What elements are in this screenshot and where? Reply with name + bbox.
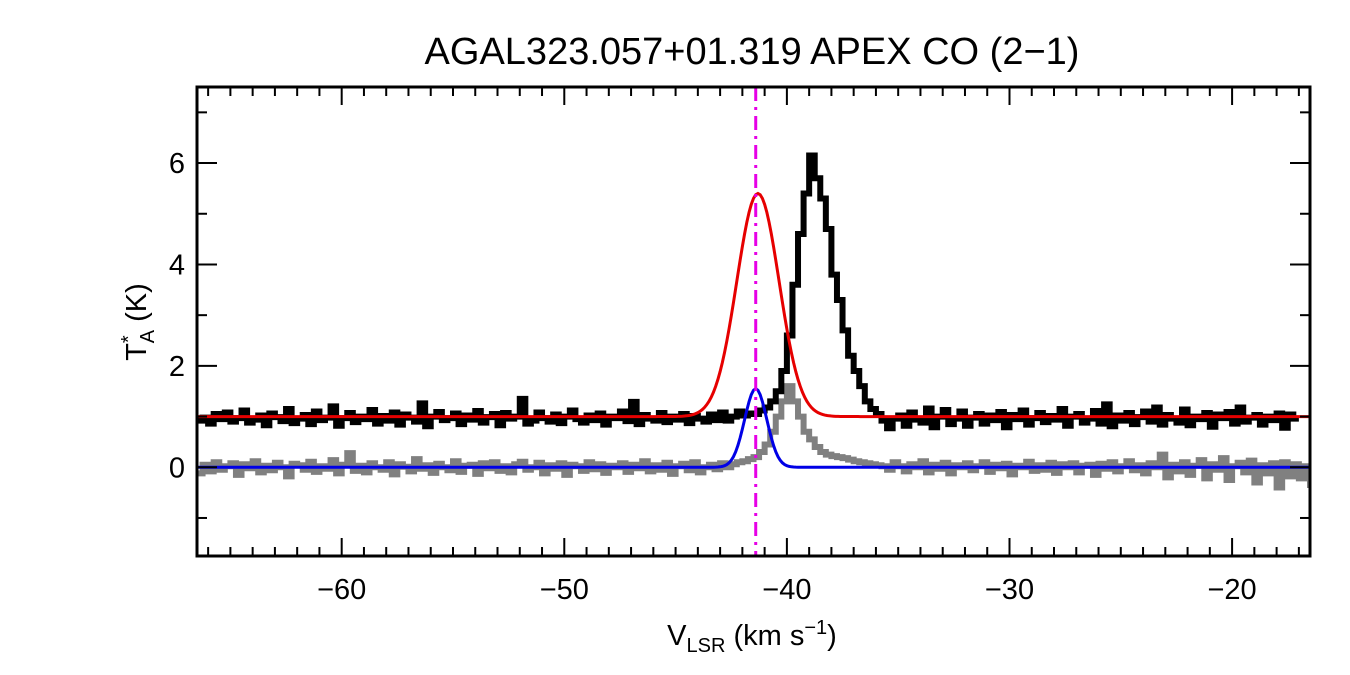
- plot-area: −60 −50 −40 −30 −20 0 2 4 6: [169, 85, 1312, 606]
- x-tick-label: −50: [540, 574, 589, 606]
- y-label-sub: A: [137, 329, 159, 343]
- y-label-main: T: [121, 343, 153, 361]
- y-axis-label: T*A (K): [118, 283, 159, 361]
- plot-frame: [195, 85, 1312, 558]
- y-tick-label: 2: [169, 351, 185, 383]
- y-label-sup: *: [118, 335, 140, 343]
- tick-layer: [197, 87, 1310, 556]
- x-tick-label: −40: [762, 574, 811, 606]
- x-tick-label: −60: [317, 574, 366, 606]
- x-label-sub: LSR: [687, 635, 726, 657]
- x-label-sup: −1: [804, 617, 827, 639]
- x-tick-label: −20: [1207, 574, 1256, 606]
- x-tick-label: −30: [985, 574, 1034, 606]
- x-label-close: ): [827, 620, 837, 652]
- y-label-unit: (K): [121, 283, 153, 330]
- series-layer: [197, 152, 1310, 491]
- y-tick-label: 6: [169, 148, 185, 180]
- series-1-histogram: [197, 383, 1310, 491]
- series-3-fit-line: [197, 386, 1310, 469]
- x-label-main: V: [667, 620, 687, 652]
- x-label-unit: (km s: [725, 620, 804, 652]
- x-axis-label: VLSR (km s−1): [667, 617, 837, 657]
- series-0-histogram: [197, 152, 1299, 432]
- y-tick-label: 0: [169, 452, 185, 484]
- chart-title: AGAL323.057+01.319 APEX CO (2−1): [425, 31, 1080, 73]
- tick-label-layer: −60 −50 −40 −30 −20 0 2 4 6: [169, 148, 1257, 606]
- series-2-fit-line: [197, 191, 1310, 419]
- y-tick-label: 4: [169, 249, 185, 281]
